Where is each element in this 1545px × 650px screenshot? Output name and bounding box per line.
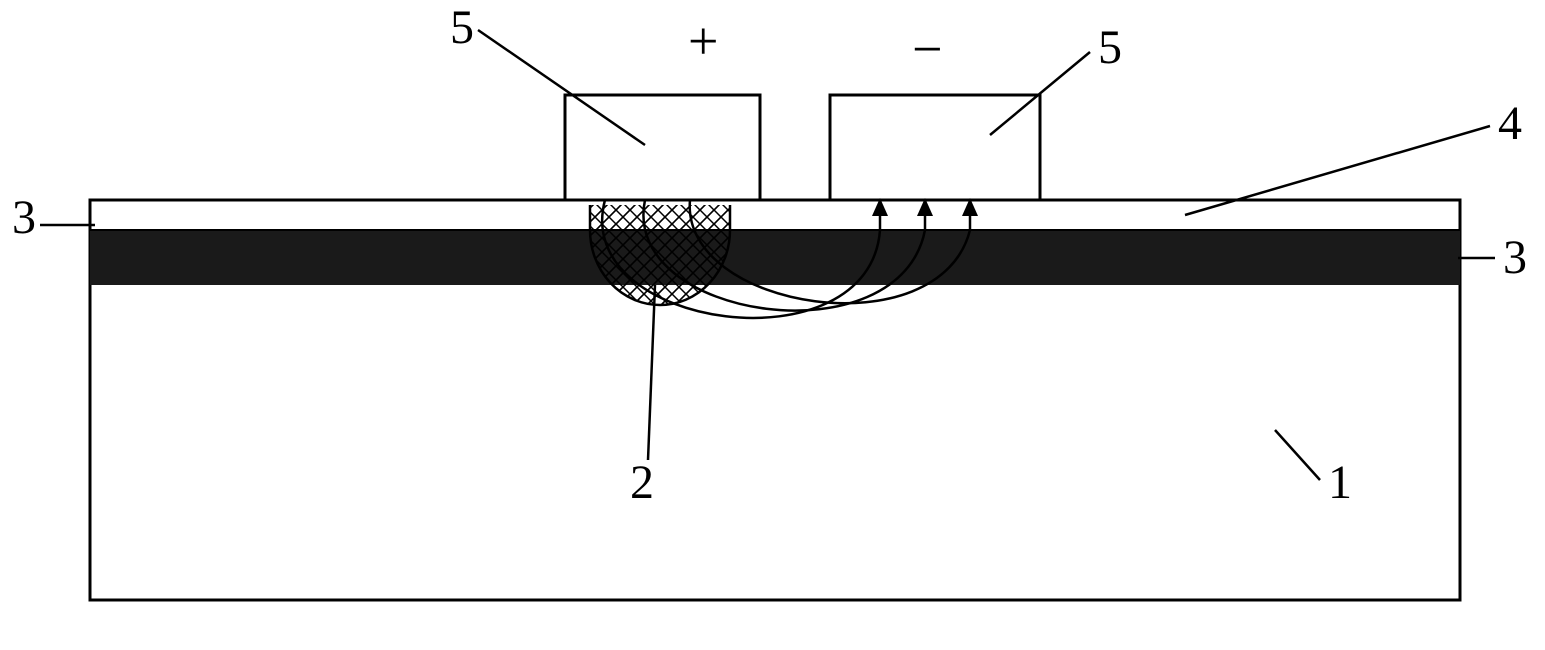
label-2: 2 bbox=[630, 455, 654, 510]
dark-band-layer-3 bbox=[90, 230, 1460, 285]
label-4: 4 bbox=[1498, 96, 1522, 151]
leader-5-left bbox=[478, 30, 645, 145]
semiconductor-diagram: + − 5 5 4 3 3 2 1 bbox=[0, 0, 1545, 650]
plus-label: + bbox=[688, 10, 718, 72]
label-3-left: 3 bbox=[12, 190, 36, 245]
label-5-left: 5 bbox=[450, 0, 474, 55]
label-3-right: 3 bbox=[1503, 230, 1527, 285]
label-1: 1 bbox=[1328, 455, 1352, 510]
minus-label: − bbox=[912, 18, 942, 80]
electrode-negative bbox=[830, 95, 1040, 200]
label-5-right: 5 bbox=[1098, 20, 1122, 75]
